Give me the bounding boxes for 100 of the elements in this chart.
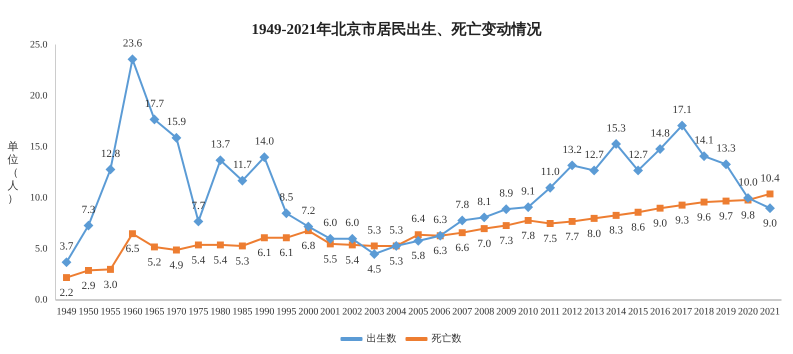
legend-label: 死亡数 — [432, 332, 462, 345]
point — [700, 198, 708, 206]
data-label: 6.1 — [279, 247, 294, 260]
point — [568, 160, 577, 170]
x-tick-label: 2010 — [518, 306, 538, 318]
point — [326, 234, 335, 244]
data-label: 5.3 — [389, 224, 404, 236]
point — [546, 183, 555, 192]
legend-label: 出生数 — [366, 332, 396, 345]
x-tick-label: 2014 — [606, 306, 626, 318]
point — [722, 160, 731, 169]
x-tick-label: 2008 — [474, 306, 494, 318]
point — [414, 231, 422, 238]
point — [348, 234, 357, 244]
point — [458, 216, 467, 225]
data-label: 15.9 — [166, 116, 187, 128]
x-tick-label: 2016 — [650, 306, 670, 318]
point — [238, 242, 246, 250]
data-label: 14.8 — [650, 127, 670, 140]
point — [282, 234, 290, 242]
x-tick-label: 2001 — [320, 306, 340, 318]
x-tick-label: 2004 — [386, 306, 406, 318]
chart-title: 1949-2021年北京市居民出生、死亡变动情况 — [250, 20, 542, 39]
point — [216, 241, 224, 248]
data-label: 6.0 — [323, 217, 338, 230]
point — [106, 164, 115, 174]
data-label: 8.0 — [587, 228, 602, 240]
point — [260, 234, 268, 242]
x-tick-label: 2012 — [562, 306, 582, 318]
point — [62, 258, 71, 267]
y-tick-label: 5.0 — [35, 244, 48, 255]
point — [634, 166, 643, 175]
data-label: 11.7 — [232, 159, 252, 172]
data-label: 6.5 — [126, 243, 140, 256]
data-label: 5.4 — [214, 254, 228, 266]
data-label: 12.7 — [584, 148, 604, 161]
data-label: 7.5 — [543, 232, 558, 245]
point — [766, 204, 775, 213]
data-label: 5.4 — [192, 254, 206, 266]
point — [216, 156, 225, 165]
data-label: 23.6 — [122, 38, 143, 50]
data-label: 11.0 — [540, 166, 560, 178]
x-tick-label: 1995 — [276, 306, 296, 318]
x-tick-label: 1985 — [232, 306, 252, 318]
data-label: 7.0 — [477, 238, 492, 250]
point — [84, 221, 93, 230]
x-tick-label: 2013 — [584, 306, 604, 318]
point — [590, 166, 599, 175]
x-tick-label: 2006 — [430, 306, 450, 318]
point — [634, 208, 642, 216]
x-tick-label: 2009 — [496, 306, 516, 318]
point — [700, 152, 709, 161]
data-label: 6.6 — [455, 242, 470, 254]
point — [282, 208, 291, 218]
data-label: 10.4 — [760, 172, 780, 184]
point — [106, 266, 114, 273]
data-label: 15.3 — [606, 122, 626, 134]
x-tick-label: 2007 — [452, 306, 472, 318]
point — [656, 204, 664, 212]
data-label: 6.3 — [433, 245, 448, 258]
x-tick-label: 1949 — [56, 306, 76, 318]
point — [590, 214, 598, 222]
x-tick-label: 2015 — [628, 306, 648, 318]
data-label: 7.8 — [521, 230, 536, 242]
point — [502, 204, 511, 214]
data-label: 8.6 — [631, 222, 646, 234]
y-tick-label: 0.0 — [35, 294, 48, 306]
data-label: 5.2 — [148, 256, 162, 268]
data-label: 9.6 — [697, 211, 712, 224]
point — [304, 222, 313, 232]
y-tick-label: 15.0 — [30, 142, 48, 153]
data-label: 6.8 — [301, 240, 316, 252]
point — [63, 274, 70, 282]
point — [260, 152, 269, 162]
x-tick-label: 2000 — [298, 306, 318, 318]
point — [128, 230, 136, 238]
point — [150, 243, 158, 250]
point — [744, 194, 753, 202]
point — [612, 212, 620, 219]
x-tick-label: 2002 — [342, 306, 362, 318]
point — [524, 202, 533, 212]
data-label: 2.2 — [60, 286, 74, 299]
data-label: 6.3 — [433, 214, 448, 226]
point — [612, 139, 621, 148]
x-tick-label: 1980 — [210, 306, 230, 318]
data-label: 9.7 — [719, 210, 734, 222]
data-label: 4.9 — [170, 259, 184, 272]
data-label: 9.0 — [653, 218, 668, 230]
point — [722, 198, 730, 205]
x-tick-label: 1975 — [188, 306, 208, 318]
data-label: 10.0 — [738, 176, 758, 188]
data-label: 17.1 — [672, 104, 692, 116]
x-tick-label: 2021 — [760, 306, 780, 318]
point — [546, 220, 554, 227]
x-tick-label: 2018 — [694, 306, 714, 318]
point — [194, 241, 202, 248]
data-label: 7.7 — [565, 230, 580, 243]
point — [85, 266, 92, 274]
data-label: 6.1 — [257, 247, 272, 260]
point — [678, 202, 686, 209]
